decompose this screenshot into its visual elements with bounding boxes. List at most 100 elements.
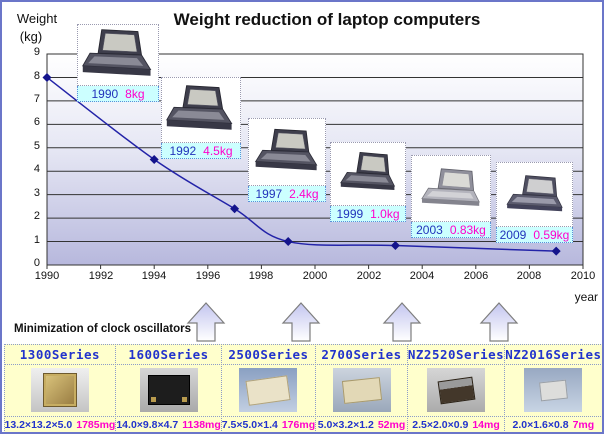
y-tick: 1 <box>33 234 40 246</box>
laptop-photo-1992 <box>161 77 241 143</box>
x-tick: 2006 <box>463 270 489 282</box>
laptop-photo-1990 <box>77 24 159 86</box>
up-arrow-icon <box>281 302 321 342</box>
oscillator-photo <box>139 368 198 412</box>
series-header: 2500Series <box>220 343 317 365</box>
annotation-label: 1999 1.0kg <box>330 206 406 222</box>
crystal-chip <box>437 376 475 404</box>
annotation-weight: 0.59kg <box>533 227 570 242</box>
dimensions: 5.0×3.2×1.2 <box>317 419 374 431</box>
x-tick: 2002 <box>356 270 382 282</box>
y-tick: 7 <box>33 93 40 105</box>
annotation-weight: 2.4kg <box>289 186 319 201</box>
annotation-2003: 2003 0.83kg <box>411 155 491 238</box>
dimensions: 14.0×9.8×4.7 <box>116 419 179 431</box>
series-header: NZ2016Series <box>504 343 602 365</box>
annotation-year: 1992 <box>169 143 197 158</box>
oscillator-photo-1600 <box>115 363 222 417</box>
laptop-photo-2003 <box>411 155 491 222</box>
annotation-2009: 2009 0.59kg <box>496 162 573 243</box>
y-tick: 4 <box>33 163 40 175</box>
up-arrow-icon <box>382 302 422 342</box>
annotation-1990: 1990 8kg <box>77 24 159 102</box>
weight: 1785mg <box>76 419 116 431</box>
y-tick: 3 <box>33 187 40 199</box>
oscillator-spec: 2.0×1.6×0.8 7mg <box>504 415 602 432</box>
laptop-icon <box>505 174 563 211</box>
crystal-chip <box>42 373 77 407</box>
x-tick: 1992 <box>88 270 114 282</box>
x-tick: 2004 <box>409 270 435 282</box>
oscillator-photo-1300 <box>3 363 117 417</box>
annotation-label: 1997 2.4kg <box>248 186 326 202</box>
y-tick: 5 <box>33 140 40 152</box>
x-tick: 2008 <box>516 270 542 282</box>
oscillator-photo-nz2520 <box>406 363 506 417</box>
oscillator-spec: 14.0×9.8×4.7 1138mg <box>115 415 222 432</box>
y-tick: 9 <box>33 46 40 58</box>
annotation-year: 2009 <box>499 227 527 242</box>
laptop-icon <box>254 128 318 171</box>
oscillator-photo <box>524 368 583 412</box>
y-tick: 8 <box>33 70 40 82</box>
crystal-chip <box>245 374 291 406</box>
laptop-icon <box>82 29 152 76</box>
annotation-year: 1997 <box>255 186 283 201</box>
weight: 1138mg <box>182 419 221 431</box>
oscillator-photo <box>332 368 391 412</box>
y-axis-unit: (kg) <box>19 29 43 44</box>
laptop-photo-1999 <box>330 142 406 206</box>
annotation-1997: 1997 2.4kg <box>248 118 326 202</box>
y-tick: 6 <box>33 116 40 128</box>
oscillator-photo <box>30 368 89 412</box>
dimensions: 13.2×13.2×5.0 <box>4 419 73 431</box>
x-tick: 1996 <box>195 270 221 282</box>
crystal-chip <box>341 376 382 404</box>
laptop-photo-2009 <box>496 162 573 227</box>
annotation-weight: 8kg <box>125 86 145 101</box>
oscillator-spec: 5.0×3.2×1.2 52mg <box>315 415 408 432</box>
crystal-chip <box>147 375 190 405</box>
weight: 52mg <box>377 419 406 431</box>
oscillator-photo <box>239 368 298 412</box>
series-header: 1300Series <box>3 343 117 365</box>
chart-title: Weight reduction of laptop computers <box>173 10 481 29</box>
oscillator-photo-2500 <box>220 363 317 417</box>
minimization-caption: Minimization of clock oscillators <box>14 323 192 335</box>
annotation-1999: 1999 1.0kg <box>330 142 406 222</box>
annotation-year: 2003 <box>416 222 443 237</box>
weight: 176mg <box>281 419 316 431</box>
x-tick: 2000 <box>302 270 328 282</box>
annotation-weight: 0.83kg <box>449 222 486 237</box>
y-axis-label: Weight <box>16 11 58 26</box>
series-header: 1600Series <box>115 343 222 365</box>
x-axis-label: year <box>574 290 598 304</box>
y-tick: 0 <box>33 257 40 269</box>
annotation-label: 1990 8kg <box>77 86 159 102</box>
annotation-1992: 1992 4.5kg <box>161 77 241 159</box>
dimensions: 2.5×2.0×0.9 <box>412 419 469 431</box>
dimensions: 7.5×5.0×1.4 <box>221 419 278 431</box>
annotation-label: 2003 0.83kg <box>411 222 491 238</box>
annotation-weight: 4.5kg <box>203 143 233 158</box>
oscillator-table: 1300Series 1600Series 2500Series 2700Ser… <box>3 343 602 432</box>
annotation-label: 1992 4.5kg <box>161 143 241 159</box>
oscillator-photo <box>427 368 486 412</box>
oscillator-photo-2700 <box>315 363 408 417</box>
annotation-weight: 1.0kg <box>370 206 400 221</box>
weight: 7mg <box>572 419 595 431</box>
laptop-icon <box>421 167 480 206</box>
oscillator-photo-nz2016 <box>504 363 602 417</box>
dimensions: 2.0×1.6×0.8 <box>512 419 569 431</box>
series-header: NZ2520Series <box>406 343 506 365</box>
laptop-icon <box>340 151 396 190</box>
oscillator-spec: 2.5×2.0×0.9 14mg <box>406 415 506 432</box>
x-tick: 1994 <box>141 270 167 282</box>
annotation-year: 1990 <box>91 86 119 101</box>
weight: 14mg <box>472 419 500 431</box>
oscillator-spec: 7.5×5.0×1.4 176mg <box>220 415 317 432</box>
x-tick: 2010 <box>570 270 596 282</box>
x-tick: 1998 <box>248 270 274 282</box>
crystal-chip <box>538 379 568 401</box>
